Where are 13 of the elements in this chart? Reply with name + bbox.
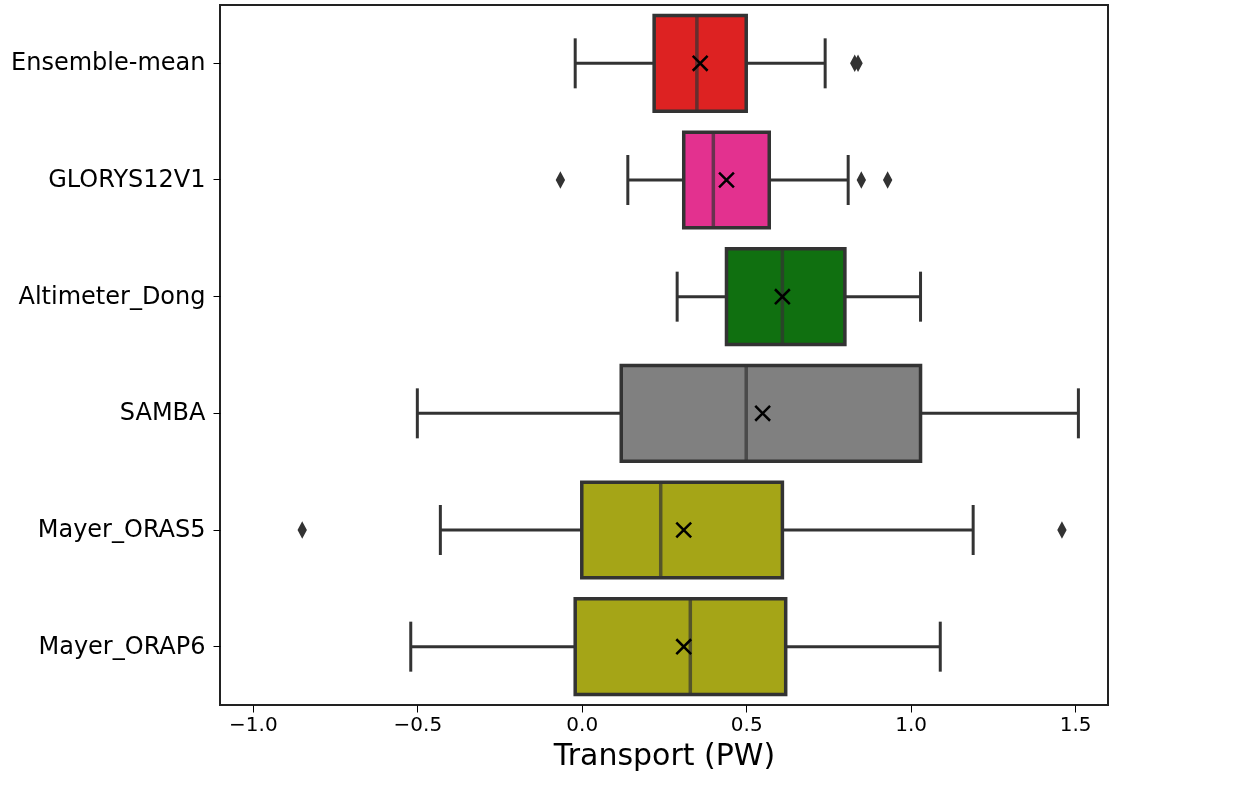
x-tick-label: 1.0 bbox=[895, 711, 928, 736]
y-tick-label: GLORYS12V1 bbox=[48, 165, 206, 193]
x-tick-label: 0.5 bbox=[730, 711, 763, 736]
y-tick-label: Ensemble-mean bbox=[11, 48, 206, 77]
x-tick-label: −0.5 bbox=[393, 711, 443, 736]
y-tick-label: Mayer_ORAS5 bbox=[37, 515, 206, 543]
y-tick-label: Mayer_ORAP6 bbox=[38, 631, 206, 660]
y-tick-label: Altimeter_Dong bbox=[18, 281, 206, 310]
x-axis-title: Transport (PW) bbox=[552, 736, 776, 772]
x-tick-label: 1.5 bbox=[1059, 711, 1092, 736]
y-tick-label: SAMBA bbox=[119, 398, 207, 427]
x-tick-label: 0.0 bbox=[566, 711, 599, 736]
x-tick-label: −1.0 bbox=[229, 711, 278, 736]
